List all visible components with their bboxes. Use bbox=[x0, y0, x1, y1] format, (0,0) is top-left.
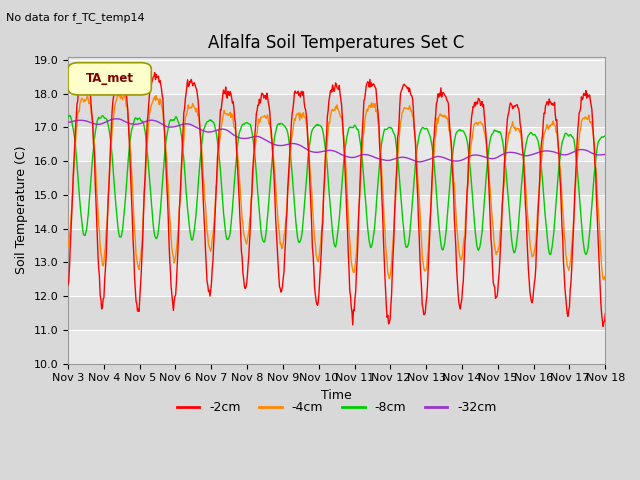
Text: No data for f_TC_temp14: No data for f_TC_temp14 bbox=[6, 12, 145, 23]
Bar bbox=[68, 296, 605, 330]
X-axis label: Time: Time bbox=[321, 389, 352, 402]
Y-axis label: Soil Temperature (C): Soil Temperature (C) bbox=[15, 146, 28, 275]
Bar bbox=[68, 161, 605, 195]
FancyBboxPatch shape bbox=[68, 63, 151, 95]
Bar bbox=[68, 228, 605, 263]
Title: Alfalfa Soil Temperatures Set C: Alfalfa Soil Temperatures Set C bbox=[209, 34, 465, 52]
Bar bbox=[68, 94, 605, 127]
Legend: -2cm, -4cm, -8cm, -32cm: -2cm, -4cm, -8cm, -32cm bbox=[172, 396, 502, 419]
Text: TA_met: TA_met bbox=[86, 72, 134, 85]
